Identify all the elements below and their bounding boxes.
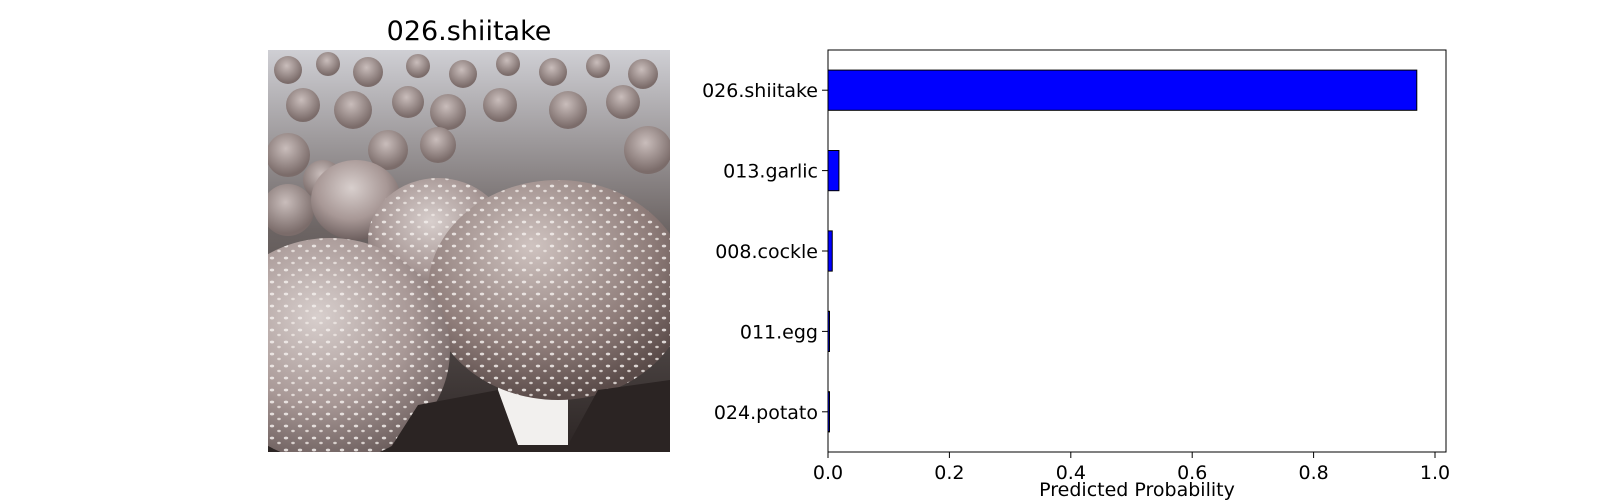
x-axis-label: Predicted Probability xyxy=(1039,479,1235,500)
bar-008.cockle xyxy=(827,230,833,272)
x-tick-label: 0.0 xyxy=(813,462,843,484)
image-title: 026.shiitake xyxy=(386,16,552,47)
x-tick-label: 0.8 xyxy=(1298,462,1328,484)
y-tick-label: 013.garlic xyxy=(723,161,818,183)
y-tick-label: 024.potato xyxy=(714,402,818,424)
bar-026.shiitake xyxy=(827,69,1418,111)
x-tick-label: 0.4 xyxy=(1056,462,1086,484)
x-tick-label: 1.0 xyxy=(1420,462,1450,484)
x-tick-label: 0.6 xyxy=(1177,462,1207,484)
y-tick-label: 011.egg xyxy=(740,321,818,343)
y-tick-label: 026.shiitake xyxy=(702,80,818,102)
plot-frame xyxy=(827,49,1447,453)
bar-013.garlic xyxy=(827,150,840,192)
mushroom-photo xyxy=(268,50,670,452)
x-tick-label: 0.2 xyxy=(934,462,964,484)
y-tick-label: 008.cockle xyxy=(715,241,818,263)
